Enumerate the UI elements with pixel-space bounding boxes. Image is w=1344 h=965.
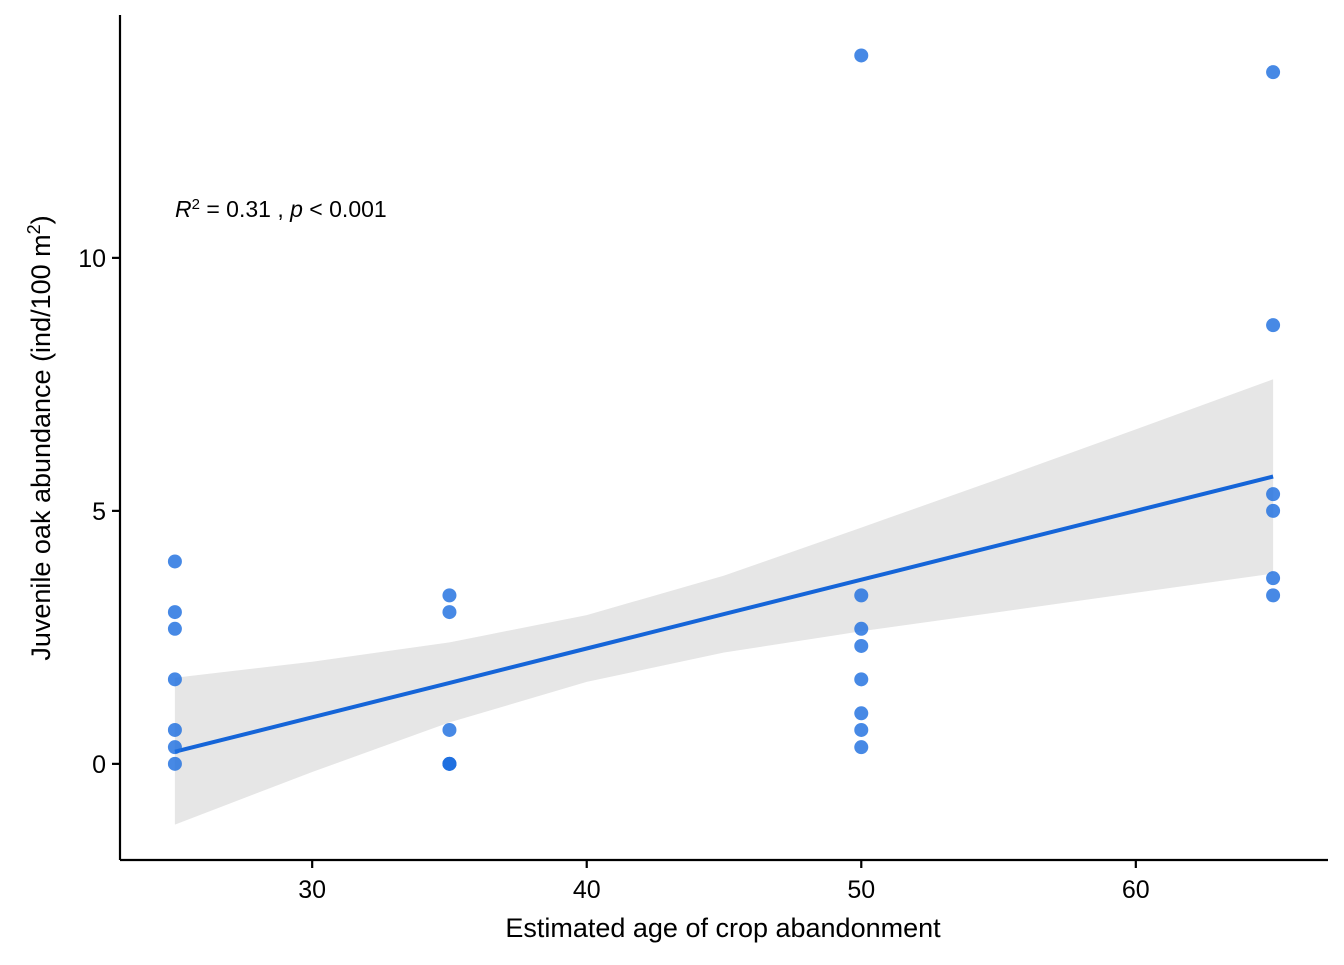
data-point [1266,571,1281,586]
fit-line-layer [174,474,1274,754]
x-tick-label: 60 [1122,876,1150,904]
r-symbol: R [175,196,192,222]
data-point [167,740,182,755]
confidence-band-layer [174,379,1274,825]
r-exponent: 2 [192,196,200,213]
y-axis-title-close: ) [26,215,56,224]
data-point [167,605,182,620]
y-tick-label: 5 [92,498,106,526]
data-point [854,638,869,653]
confidence-band [174,379,1274,825]
y-axis-title: Juvenile oak abundance (ind/100 m2) [24,215,56,660]
data-point [1266,588,1281,603]
data-point [167,554,182,569]
y-axis-title-main: Juvenile oak abundance (ind/100 m [26,234,56,660]
data-point [442,588,457,603]
data-point [167,621,182,636]
data-point [854,588,869,603]
data-point [854,621,869,636]
r-value: = 0.31 , [200,196,290,222]
data-point [167,756,182,771]
data-point [1266,318,1281,333]
data-point [167,722,182,737]
x-tick-label: 50 [847,876,875,904]
data-point [854,706,869,721]
y-axis-ticks: 0 5 10 [78,245,120,779]
regression-line [174,474,1274,754]
y-tick-label: 10 [78,245,106,273]
y-tick-label: 0 [92,751,106,779]
axes-layer: 30 40 50 60 0 5 10 [78,15,1328,904]
y-axis-title-superscript: 2 [24,224,44,234]
p-value: < 0.001 [303,196,387,222]
data-point [442,605,457,620]
data-point [442,722,457,737]
x-tick-label: 40 [573,876,601,904]
data-point [442,756,457,771]
points-layer [167,48,1281,771]
data-point [854,722,869,737]
data-point [854,740,869,755]
data-point [1266,503,1281,518]
x-axis-ticks: 30 40 50 60 [298,860,1150,904]
data-point [1266,65,1281,80]
data-point [1266,487,1281,502]
data-point [854,672,869,687]
x-axis-title: Estimated age of crop abandonment [505,913,941,943]
p-symbol: p [289,196,303,222]
data-point [167,672,182,687]
data-point [854,48,869,63]
stats-annotation: R2 = 0.31 , p < 0.001 [175,196,387,223]
x-tick-label: 30 [298,876,326,904]
